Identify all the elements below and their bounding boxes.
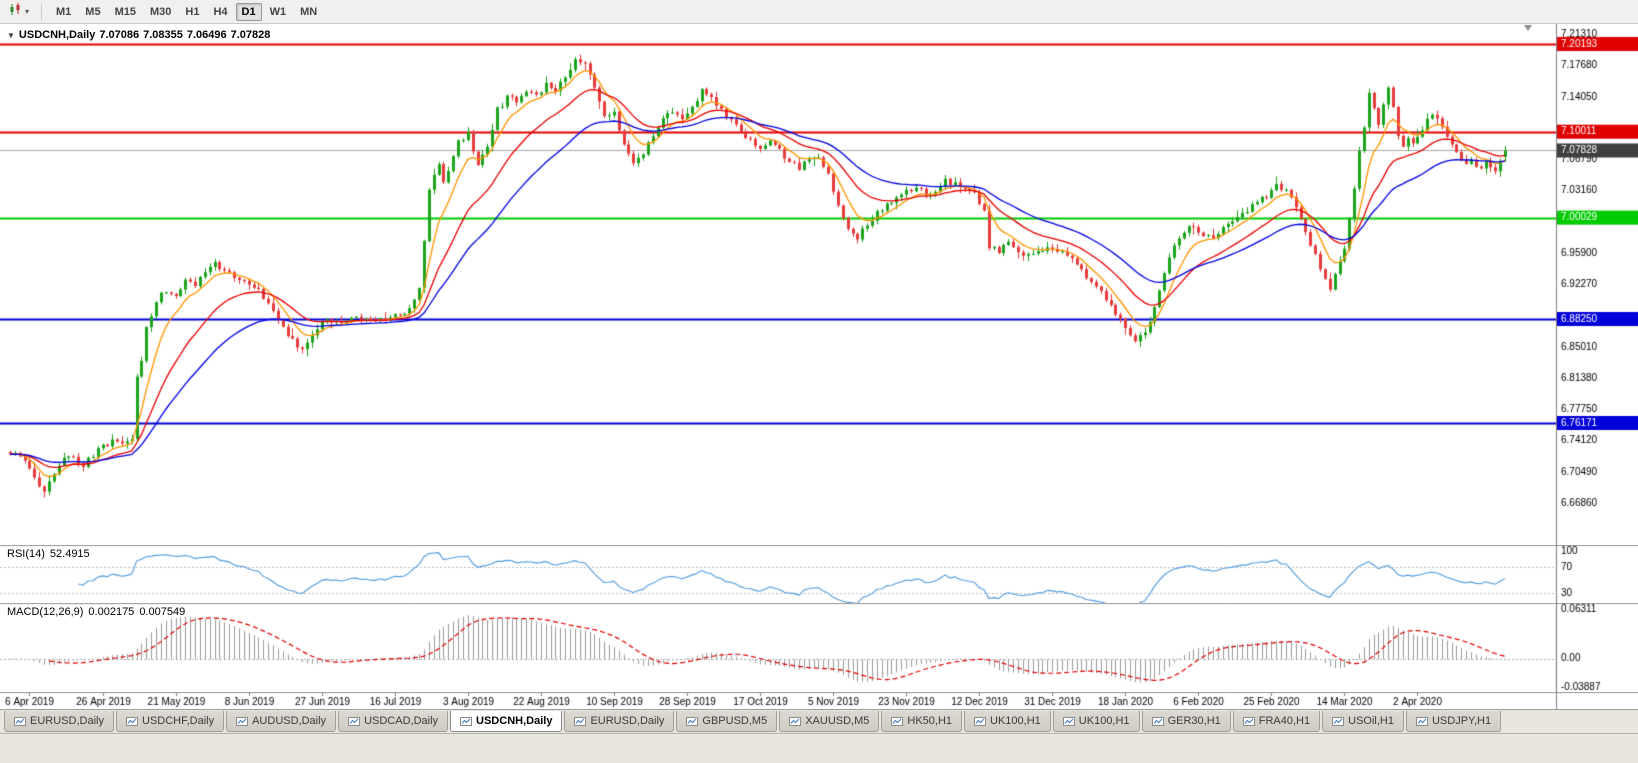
- chevron-down-icon: ▾: [25, 7, 30, 16]
- chart-tab-uk100-h1[interactable]: UK100,H1: [964, 711, 1051, 732]
- mini-chart-icon: [14, 716, 26, 726]
- chart-tab-label: USDCHF,Daily: [141, 715, 215, 727]
- chart-tab-ger30-h1[interactable]: GER30,H1: [1141, 711, 1231, 732]
- chart-tab-usdchf-daily[interactable]: USDCHF,Daily: [115, 711, 225, 732]
- chart-type-button[interactable]: ▾: [5, 0, 33, 24]
- date-axis-panel: [0, 692, 1638, 709]
- macd-panel: MACD(12,26,9) 0.002175 0.007549: [0, 603, 1638, 692]
- chart-tab-gbpusd-m5[interactable]: GBPUSD,M5: [676, 711, 778, 732]
- chart-tabs: EURUSD,Daily USDCHF,Daily AUDUSD,Daily USDC…: [0, 709, 1638, 733]
- chart-tab-label: USDCNH,Daily: [476, 715, 553, 727]
- chart-tab-label: XAUUSD,M5: [805, 715, 870, 727]
- timeframe-w1-button[interactable]: W1: [269, 5, 287, 18]
- timeframe-m5-button[interactable]: M5: [85, 5, 101, 18]
- timeframe-m1-button[interactable]: M1: [56, 5, 72, 18]
- mini-chart-icon: [974, 716, 987, 726]
- rsi-canvas[interactable]: [0, 545, 1638, 603]
- timeframe-d1-button[interactable]: D1: [235, 2, 262, 21]
- mini-chart-icon: [891, 716, 904, 726]
- main-chart-panel: ▼ USDCNH,Daily 7.07086 7.08355 7.06496 7.0782…: [0, 24, 1638, 545]
- mini-chart-icon: [460, 716, 473, 726]
- chart-tab-label: AUDUSD,Daily: [252, 715, 327, 727]
- mini-chart-icon: [1151, 716, 1164, 726]
- timeframe-m15-button[interactable]: M15: [114, 5, 136, 18]
- candlestick-chart-icon: [9, 2, 23, 21]
- mini-chart-icon: [789, 716, 802, 726]
- chart-tab-xauusd-m5[interactable]: XAUUSD,M5: [779, 711, 880, 732]
- chart-tab-usoil-h1[interactable]: USOil,H1: [1322, 711, 1404, 732]
- chart-tab-eurusd-daily[interactable]: EURUSD,Daily: [564, 711, 675, 732]
- date-axis-canvas[interactable]: [0, 692, 1638, 709]
- chart-tab-audusd-daily[interactable]: AUDUSD,Daily: [226, 711, 337, 732]
- timeframe-h4-button[interactable]: H4: [213, 5, 228, 18]
- chart-tab-label: USDCAD,Daily: [364, 715, 439, 727]
- chart-tab-label: HK50,H1: [907, 715, 953, 727]
- toolbar-separator: [41, 3, 43, 20]
- mini-chart-icon: [686, 716, 699, 726]
- status-bar: [0, 733, 1638, 763]
- chart-tab-hk50-h1[interactable]: HK50,H1: [881, 711, 963, 732]
- mini-chart-icon: [348, 716, 361, 726]
- mini-chart-icon: [236, 716, 249, 726]
- chart-tab-label: USOil,H1: [1348, 715, 1394, 727]
- mini-chart-icon: [1332, 716, 1345, 726]
- chart-tab-label: EURUSD,Daily: [30, 715, 104, 727]
- chart-tab-label: USDJPY,H1: [1431, 715, 1492, 727]
- chart-tab-label: FRA40,H1: [1258, 715, 1311, 727]
- chart-tab-label: GBPUSD,M5: [702, 715, 768, 727]
- mini-chart-icon: [574, 716, 587, 726]
- chart-tab-uk100-h1[interactable]: UK100,H1: [1052, 711, 1140, 732]
- mini-chart-icon: [125, 716, 138, 726]
- macd-canvas[interactable]: [0, 603, 1638, 692]
- chart-tab-eurusd-daily[interactable]: EURUSD,Daily: [4, 711, 114, 732]
- chart-tab-label: GER30,H1: [1167, 715, 1221, 727]
- mini-chart-icon: [1062, 716, 1075, 726]
- chart-tab-label: UK100,H1: [990, 715, 1041, 727]
- mini-chart-icon: [1415, 716, 1428, 726]
- chart-tab-usdcad-daily[interactable]: USDCAD,Daily: [338, 711, 449, 732]
- rsi-panel: RSI(14) 52.4915: [0, 545, 1638, 603]
- timeframe-mn-button[interactable]: MN: [300, 5, 318, 18]
- chart-tab-fra40-h1[interactable]: FRA40,H1: [1232, 711, 1321, 732]
- chart-tab-usdjpy-h1[interactable]: USDJPY,H1: [1405, 711, 1502, 732]
- toolbar: ▾ M1 M5 M15 M30 H1 H4 D1 W1 MN: [0, 0, 1638, 24]
- timeframe-buttons: M1 M5 M15 M30 H1 H4 D1 W1 MN: [50, 2, 323, 21]
- chart-tab-usdcnh-daily[interactable]: USDCNH,Daily: [450, 711, 563, 732]
- timeframe-m30-button[interactable]: M30: [149, 5, 172, 18]
- chart-tab-label: EURUSD,Daily: [590, 715, 665, 727]
- main-chart-canvas[interactable]: [0, 24, 1638, 545]
- mini-chart-icon: [1242, 716, 1255, 726]
- timeframe-h1-button[interactable]: H1: [185, 5, 200, 18]
- chart-tab-label: UK100,H1: [1078, 715, 1130, 727]
